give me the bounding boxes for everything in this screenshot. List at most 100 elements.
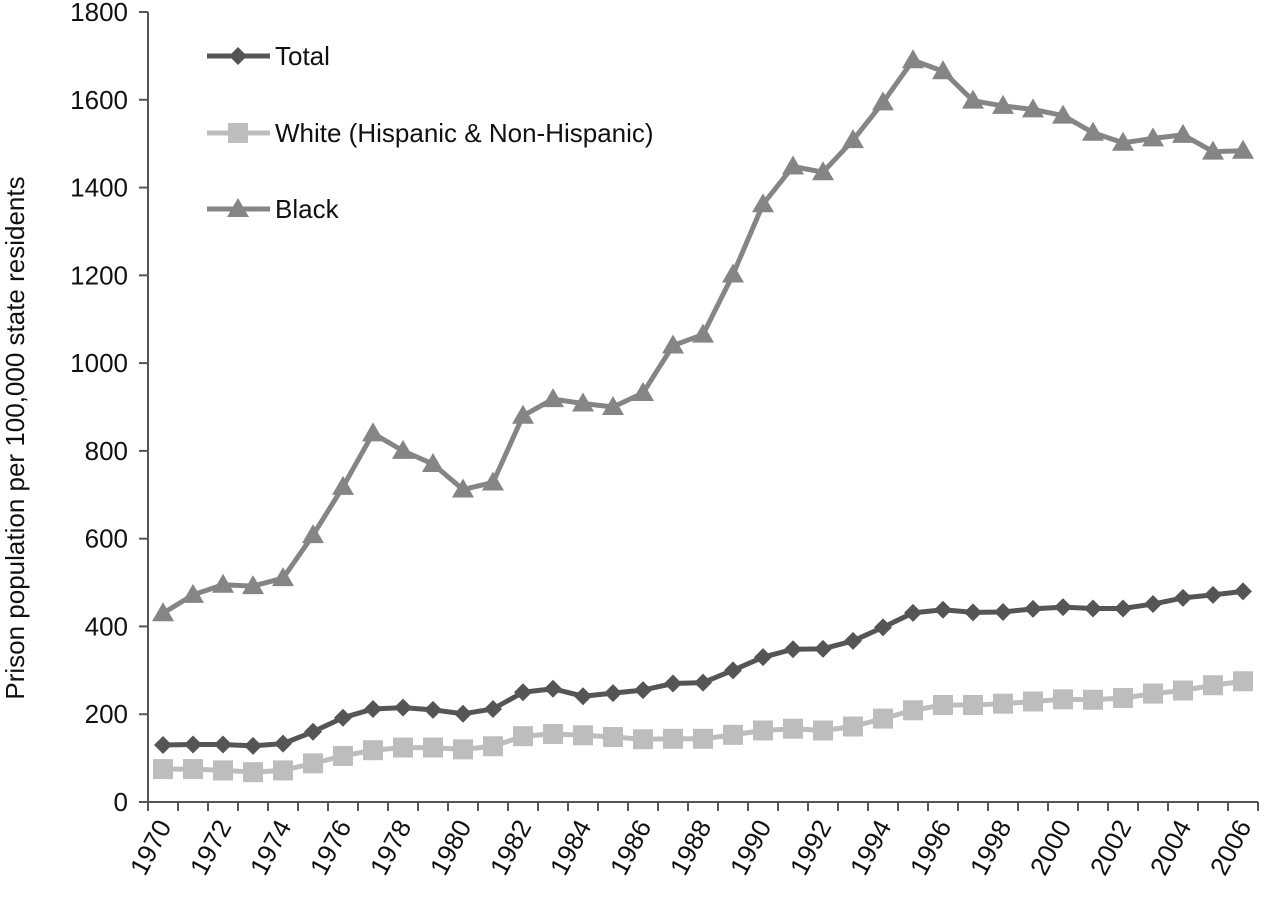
data-point <box>1172 123 1194 143</box>
series-square <box>153 671 1253 783</box>
data-point <box>1022 98 1044 118</box>
x-tick-label: 2006 <box>1204 815 1258 880</box>
data-point <box>274 734 292 753</box>
data-point <box>662 334 684 354</box>
data-point <box>183 759 203 780</box>
data-point <box>1173 680 1193 701</box>
y-tick-label: 800 <box>85 436 128 466</box>
data-point <box>514 683 532 702</box>
legend-marker <box>228 123 248 143</box>
data-point <box>843 716 863 737</box>
data-point <box>784 640 802 659</box>
legend: Total White (Hispanic & Non-Hispanic) Blac… <box>207 41 654 224</box>
data-point <box>753 720 773 741</box>
data-point <box>1052 104 1074 124</box>
data-point <box>333 745 353 766</box>
data-point <box>483 736 503 757</box>
data-point <box>454 704 472 723</box>
x-tick-label: 1986 <box>604 815 658 880</box>
data-point <box>512 404 534 424</box>
data-point <box>453 739 473 760</box>
legend-item: Black <box>207 194 340 224</box>
series-diamond <box>154 582 1252 755</box>
data-point <box>1054 598 1072 617</box>
x-tick-label: 1972 <box>184 815 238 880</box>
legend-item: Total <box>207 41 330 71</box>
data-point <box>1083 689 1103 710</box>
data-point <box>932 60 954 80</box>
x-tick-label: 1998 <box>964 815 1018 880</box>
data-point <box>754 648 772 667</box>
x-tick-label: 1976 <box>304 815 358 880</box>
data-point <box>873 708 893 729</box>
x-tick-label: 2002 <box>1084 815 1138 880</box>
data-point <box>1142 127 1164 147</box>
data-point <box>393 737 413 758</box>
y-tick-label: 0 <box>114 787 128 817</box>
data-point <box>574 687 592 706</box>
data-point <box>902 49 924 69</box>
data-point <box>1112 131 1134 151</box>
data-point <box>634 681 652 700</box>
data-point <box>272 567 294 587</box>
data-point <box>692 323 714 343</box>
data-point <box>1204 585 1222 604</box>
data-point <box>1143 683 1163 704</box>
data-point <box>1114 599 1132 618</box>
data-point <box>814 639 832 658</box>
data-point <box>874 618 892 637</box>
data-point <box>363 740 383 761</box>
x-tick-label: 1970 <box>124 815 178 880</box>
data-point <box>244 736 262 755</box>
data-point <box>364 699 382 718</box>
data-point <box>334 708 352 727</box>
data-point <box>1203 675 1223 696</box>
data-point <box>513 726 533 747</box>
data-point <box>424 700 442 719</box>
data-point <box>243 762 263 783</box>
data-point <box>723 724 743 745</box>
data-point <box>963 695 983 716</box>
x-tick-label: 1988 <box>664 815 718 880</box>
series-line <box>162 588 1244 749</box>
data-point <box>423 737 443 758</box>
data-point <box>812 161 834 181</box>
x-tick-label: 1978 <box>364 815 418 880</box>
data-point <box>603 727 623 748</box>
data-point <box>214 735 232 754</box>
data-point <box>903 700 923 721</box>
data-point <box>722 263 744 283</box>
data-point <box>542 388 564 408</box>
data-point <box>933 695 953 716</box>
data-point <box>752 193 774 213</box>
data-point <box>1234 582 1252 601</box>
data-point <box>152 602 174 622</box>
data-point <box>1023 691 1043 712</box>
y-tick-label: 1400 <box>70 173 128 203</box>
y-axis-ticks: 0 200 400 600 800 1000 1200 1400 1600 1800 <box>70 0 148 817</box>
data-point <box>543 723 563 744</box>
data-point <box>213 760 233 781</box>
x-tick-label: 1974 <box>244 815 298 880</box>
chart-axes <box>147 12 1258 803</box>
y-tick-label: 1600 <box>70 85 128 115</box>
data-point <box>482 471 504 491</box>
data-point <box>302 524 324 544</box>
x-tick-label: 1984 <box>544 815 598 880</box>
data-point <box>994 602 1012 621</box>
data-point <box>1232 139 1254 159</box>
data-point <box>573 725 593 746</box>
data-point <box>332 475 354 495</box>
data-point <box>153 759 173 780</box>
data-point <box>273 760 293 781</box>
data-point <box>394 698 412 717</box>
data-point <box>154 735 172 754</box>
data-point <box>992 94 1014 114</box>
data-point <box>604 684 622 703</box>
data-point <box>962 89 984 109</box>
x-tick-label: 2000 <box>1024 815 1078 880</box>
data-point <box>904 603 922 622</box>
data-point <box>392 439 414 459</box>
legend-marker <box>227 198 249 217</box>
